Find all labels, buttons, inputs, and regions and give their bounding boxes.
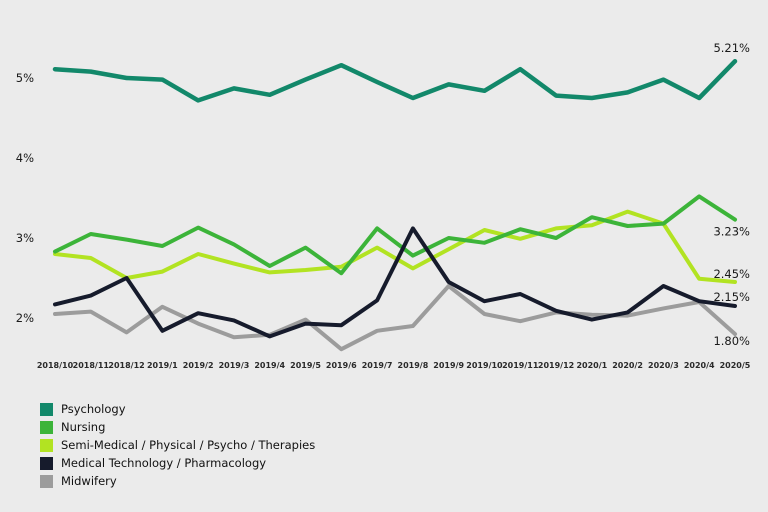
series-line-medical-technology-pharmacology — [53, 226, 737, 339]
legend-label: Psychology — [61, 402, 126, 416]
series-line-psychology — [52, 58, 738, 103]
legend-swatch-medical-technology — [40, 456, 53, 470]
x-tick-label: 2019/2 — [183, 361, 214, 370]
legend-item-psychology: Psychology — [40, 400, 315, 418]
series-line-midwifery — [53, 284, 737, 352]
x-tick-label: 2018/12 — [108, 361, 144, 370]
y-tick-label: 4% — [16, 151, 34, 165]
x-tick-label: 2020/2 — [612, 361, 643, 370]
legend-item-medical-technology: Medical Technology / Pharmacology — [40, 454, 315, 472]
legend-swatch-midwifery — [40, 474, 53, 488]
legend-item-midwifery: Midwifery — [40, 472, 315, 490]
x-tick-label: 2020/1 — [576, 361, 607, 370]
x-tick-label: 2019/9 — [433, 361, 464, 370]
series-end-label: 2.45% — [713, 267, 750, 281]
x-tick-label: 2019/3 — [219, 361, 250, 370]
series-end-label: 3.23% — [713, 225, 750, 239]
legend-label: Midwifery — [61, 474, 117, 488]
chart-legend: Psychology Nursing Semi-Medical / Physic… — [40, 400, 315, 490]
legend-label: Medical Technology / Pharmacology — [61, 456, 267, 470]
legend-item-nursing: Nursing — [40, 418, 315, 436]
y-tick-label: 3% — [16, 231, 34, 245]
x-tick-label: 2018/11 — [73, 361, 110, 370]
legend-swatch-nursing — [40, 420, 53, 434]
legend-item-semi-medical: Semi-Medical / Physical / Psycho / Thera… — [40, 436, 315, 454]
x-tick-label: 2019/1 — [147, 361, 178, 370]
y-tick-label: 2% — [16, 311, 34, 325]
series-end-label: 5.21% — [713, 41, 750, 55]
y-tick-label: 5% — [16, 71, 34, 85]
x-tick-label: 2019/5 — [290, 361, 321, 370]
x-tick-label: 2019/8 — [398, 361, 429, 370]
legend-label: Semi-Medical / Physical / Psycho / Thera… — [61, 438, 316, 452]
x-tick-label: 2018/10 — [37, 361, 74, 370]
x-tick-label: 2019/6 — [326, 361, 357, 370]
legend-swatch-psychology — [40, 402, 53, 416]
series-end-label: 2.15% — [713, 290, 750, 304]
legend-swatch-semi-medical — [40, 438, 53, 452]
x-tick-label: 2019/12 — [538, 361, 574, 370]
x-tick-label: 2019/7 — [362, 361, 393, 370]
x-tick-label: 2019/11 — [502, 361, 539, 370]
x-tick-label: 2020/3 — [648, 361, 679, 370]
x-tick-label: 2019/10 — [466, 361, 503, 370]
x-tick-label: 2020/5 — [720, 361, 751, 370]
series-line-nursing — [53, 194, 737, 276]
legend-label: Nursing — [61, 420, 106, 434]
series-line-semi-medical-physical-psycho-therapies — [53, 209, 737, 284]
chart-canvas: 5% 4% 3% 2% 2018/10 2018/11 2018/12 2019/1 2019/… — [16, 41, 751, 370]
x-tick-label: 2019/4 — [254, 361, 285, 370]
x-tick-label: 2020/4 — [684, 361, 715, 370]
series-end-label: 1.80% — [713, 334, 750, 348]
